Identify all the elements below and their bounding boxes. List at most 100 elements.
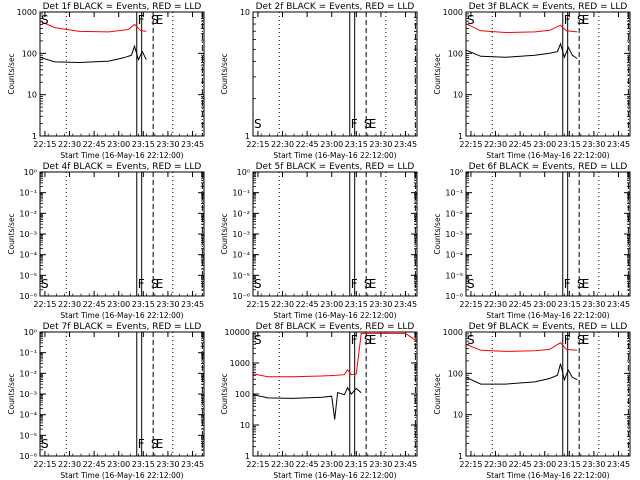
x-axis-label: Start Time (16-May-16 22:12:00) (60, 311, 183, 320)
marker-label-s: S (254, 117, 262, 131)
lld-series-line (465, 342, 578, 352)
x-tick-label: 22:45 (83, 460, 106, 469)
x-tick-label: 23:15 (558, 300, 581, 309)
x-tick-label: 22:30 (271, 300, 294, 309)
marker-label-f: F (138, 437, 145, 451)
y-tick-label: 10⁻³ (232, 230, 250, 239)
x-tick-label: 22:30 (484, 140, 507, 149)
x-tick-label: 23:15 (132, 140, 155, 149)
y-tick-label: 10⁰ (24, 328, 37, 337)
y-tick-label: 1 (458, 452, 463, 461)
y-tick-label: 10 (240, 421, 250, 430)
marker-label-f: F (351, 333, 358, 347)
plot-frame (39, 11, 205, 137)
marker-label-f: F (138, 277, 145, 291)
marker-label-s: S (364, 277, 372, 291)
marker-label-s: S (467, 333, 475, 347)
x-tick-label: 22:15 (459, 300, 482, 309)
y-tick-label: 10⁻⁵ (445, 271, 463, 280)
y-axis-label: Counts/sec (433, 373, 442, 414)
y-tick-label: 100 (22, 49, 37, 58)
x-tick-label: 22:15 (459, 460, 482, 469)
y-axis-label: Counts/sec (220, 53, 229, 94)
y-tick-label: 10⁰ (450, 168, 463, 177)
x-tick-label: 23:30 (582, 460, 605, 469)
panel-9: Det 9f BLACK = Events, RED = LLD Counts/s… (433, 322, 631, 480)
marker-label-s: S (254, 277, 262, 291)
x-tick-label: 22:30 (58, 140, 81, 149)
x-axis-label: Start Time (16-May-16 22:12:00) (486, 311, 609, 320)
y-tick-label: 10 (453, 91, 463, 100)
y-tick-label: 10 (240, 8, 250, 17)
x-tick-label: 22:45 (509, 140, 532, 149)
x-tick-label: 23:00 (107, 140, 130, 149)
y-tick-label: 10⁻⁴ (232, 251, 250, 260)
x-tick-label: 22:15 (459, 140, 482, 149)
events-series-line (39, 44, 147, 64)
x-tick-label: 22:15 (33, 460, 56, 469)
y-tick-label: 10⁻⁴ (19, 411, 37, 420)
x-tick-label: 23:30 (369, 300, 392, 309)
x-tick-label: 23:45 (181, 460, 204, 469)
marker-label-f: F (351, 277, 358, 291)
y-tick-label: 10⁻⁵ (19, 271, 37, 280)
marker-label-s: S (577, 277, 585, 291)
y-tick-label: 10⁻² (232, 209, 250, 218)
plot-frame (465, 11, 631, 137)
x-tick-label: 23:45 (607, 300, 630, 309)
panel-3: Det 3f BLACK = Events, RED = LLD Counts/s… (433, 2, 631, 160)
y-tick-label: 10⁻² (19, 369, 37, 378)
x-tick-label: 23:30 (156, 300, 179, 309)
x-tick-label: 23:30 (369, 140, 392, 149)
plot-frame (39, 331, 205, 457)
y-tick-label: 10⁻¹ (445, 189, 463, 198)
x-tick-label: 22:15 (246, 460, 269, 469)
marker-label-s: S (364, 117, 372, 131)
x-tick-label: 22:30 (484, 460, 507, 469)
marker-label-f: F (138, 13, 145, 27)
marker-label-s: S (151, 13, 159, 27)
x-axis-label: Start Time (16-May-16 22:12:00) (486, 471, 609, 480)
marker-label-e: E (369, 117, 377, 131)
x-axis-label: Start Time (16-May-16 22:12:00) (273, 471, 396, 480)
x-tick-label: 23:45 (394, 460, 417, 469)
x-tick-label: 22:15 (33, 300, 56, 309)
x-tick-label: 23:00 (533, 140, 556, 149)
y-tick-label: 10⁻² (445, 209, 463, 218)
y-tick-label: 10⁻⁶ (19, 452, 37, 461)
marker-label-s: S (41, 13, 49, 27)
y-tick-label: 1000 (230, 359, 250, 368)
marker-label-s: S (577, 13, 585, 27)
y-tick-label: 10⁻¹ (19, 189, 37, 198)
y-tick-label: 10⁻⁶ (445, 292, 463, 301)
x-tick-label: 23:30 (156, 140, 179, 149)
x-tick-label: 23:15 (345, 460, 368, 469)
x-tick-label: 22:45 (83, 140, 106, 149)
y-tick-label: 1 (32, 132, 37, 141)
x-axis-label: Start Time (16-May-16 22:12:00) (273, 311, 396, 320)
x-tick-label: 23:00 (320, 300, 343, 309)
events-series-line (252, 386, 362, 420)
x-axis-label: Start Time (16-May-16 22:12:00) (60, 471, 183, 480)
marker-label-e: E (156, 13, 164, 27)
panel-title: Det 3f BLACK = Events, RED = LLD (469, 2, 628, 12)
marker-label-e: E (582, 333, 590, 347)
x-tick-label: 23:45 (394, 140, 417, 149)
y-tick-label: 1000 (443, 328, 463, 337)
x-tick-label: 23:15 (345, 300, 368, 309)
marker-label-s: S (41, 277, 49, 291)
marker-label-e: E (369, 277, 377, 291)
x-tick-label: 23:00 (107, 300, 130, 309)
marker-label-s: S (467, 277, 475, 291)
marker-label-s: S (151, 277, 159, 291)
plot-frame (252, 171, 418, 297)
y-axis-label: Counts/sec (220, 213, 229, 254)
events-series-line (465, 363, 578, 385)
x-tick-label: 23:00 (533, 460, 556, 469)
marker-label-e: E (582, 13, 590, 27)
x-tick-label: 22:30 (271, 140, 294, 149)
x-tick-label: 22:30 (271, 460, 294, 469)
x-tick-label: 23:30 (582, 300, 605, 309)
events-series-line (465, 42, 578, 59)
